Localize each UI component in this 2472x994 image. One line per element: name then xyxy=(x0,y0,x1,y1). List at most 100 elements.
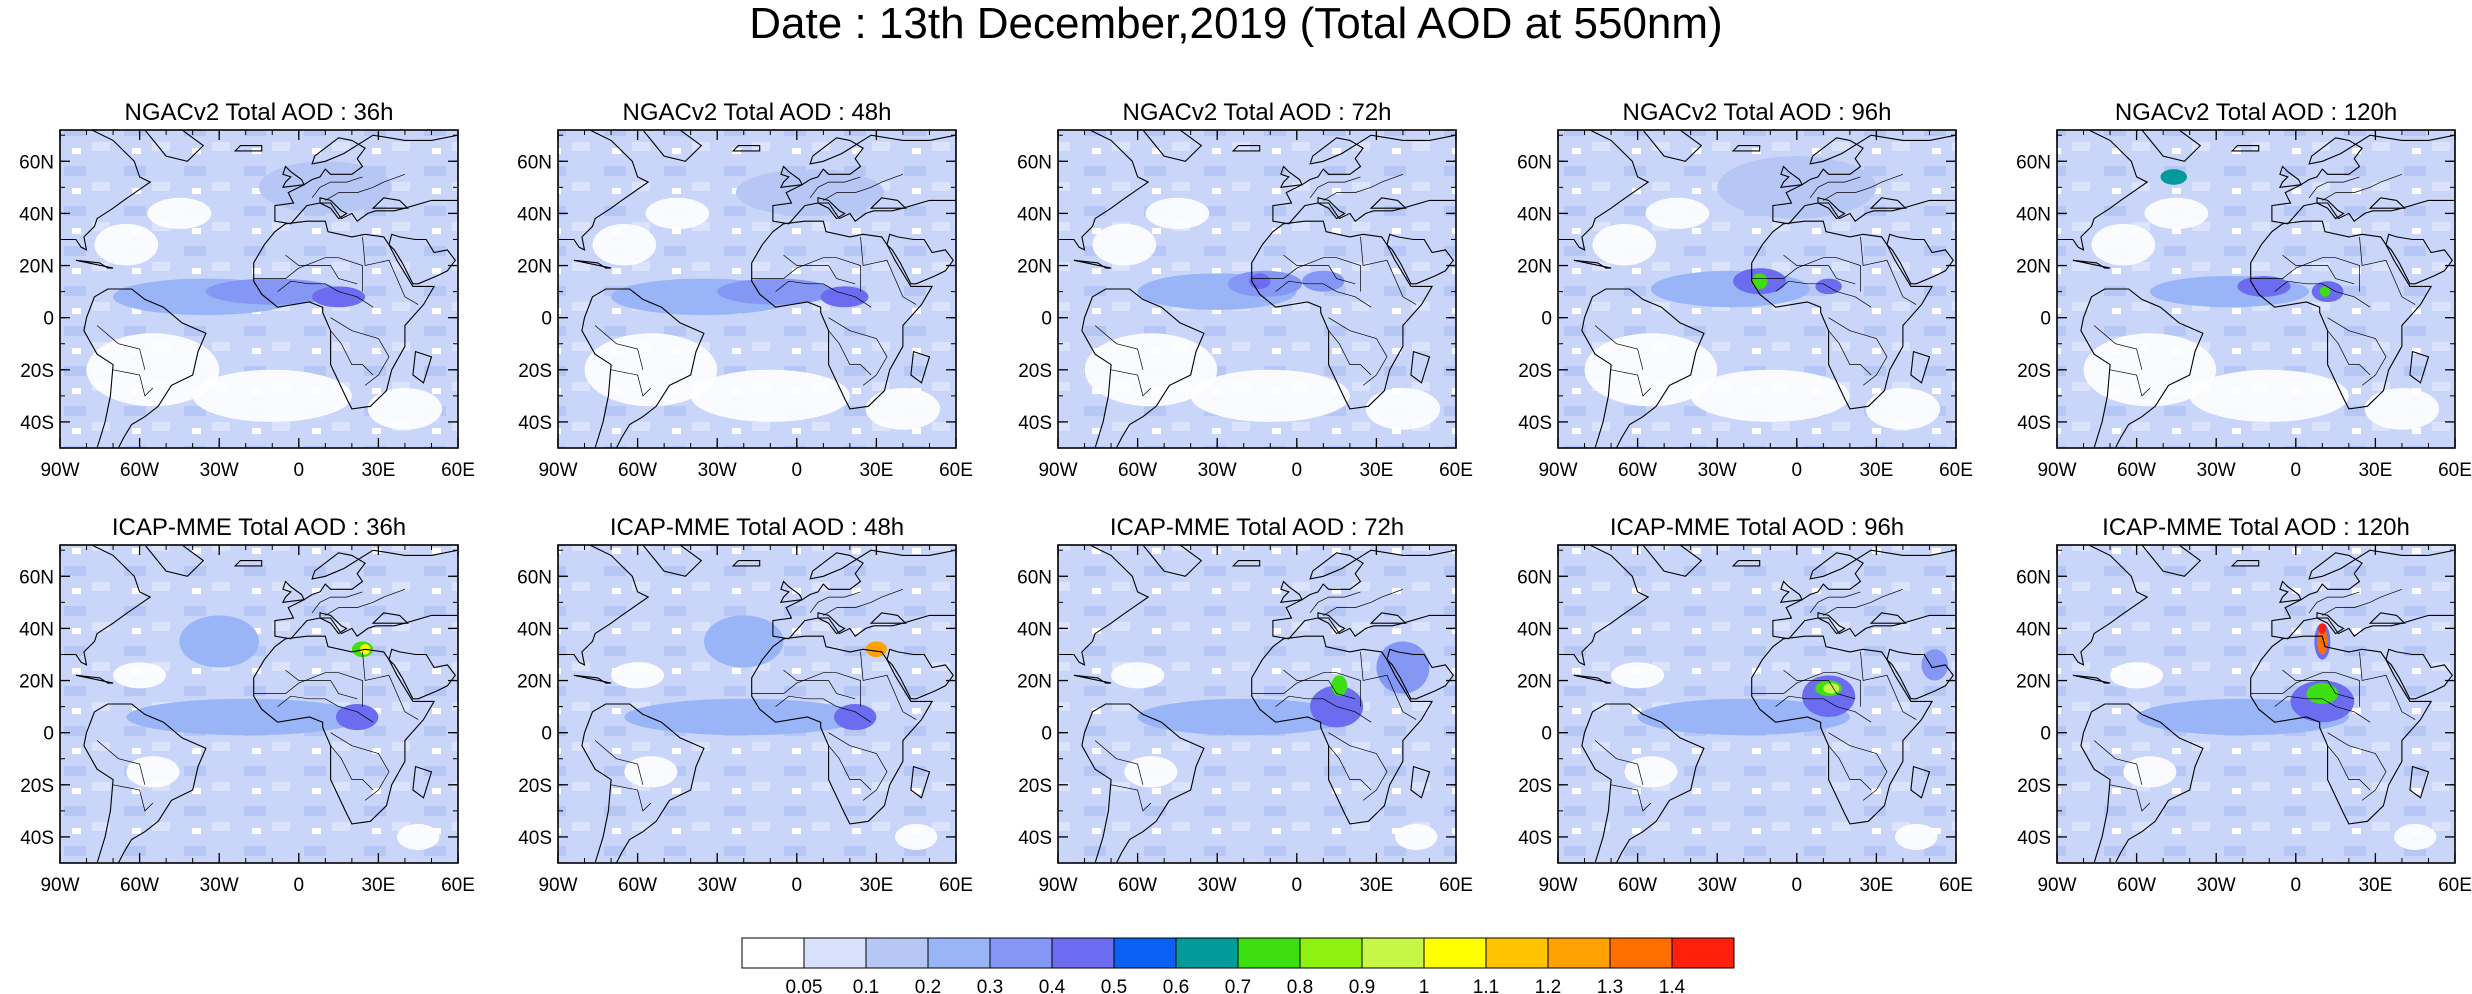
lat-tick-label: 0 xyxy=(2040,309,2051,330)
lat-tick-label: 20S xyxy=(2017,361,2051,382)
lat-tick-label: 20S xyxy=(1518,776,1552,797)
panel-frame xyxy=(1557,544,1957,864)
lat-tick-label: 20N xyxy=(19,257,54,278)
panel-frame xyxy=(557,129,957,449)
colorbar-swatch xyxy=(1237,937,1301,969)
lat-tick-label: 20S xyxy=(20,776,54,797)
lat-tick-label: 60N xyxy=(19,152,54,173)
panel-frame xyxy=(557,544,957,864)
lon-tick-label: 30W xyxy=(698,875,737,896)
lon-tick-label: 30E xyxy=(859,460,893,481)
lat-tick-label: 60N xyxy=(1017,152,1052,173)
aod-blob xyxy=(205,278,339,305)
lat-tick-label: 20S xyxy=(2017,776,2051,797)
lat-tick-label: 40S xyxy=(2017,828,2051,849)
map-panel: ICAP-MME Total AOD : 48h 90W 60W 30W 0 30E 60E… xyxy=(517,514,973,896)
lat-tick-label: 0 xyxy=(2040,724,2051,745)
colorbar-swatch xyxy=(989,937,1053,969)
lon-tick-label: 60W xyxy=(2117,875,2156,896)
lat-tick-label: 20N xyxy=(19,672,54,693)
lat-tick-label: 0 xyxy=(1541,724,1552,745)
panel-title: NGACv2 Total AOD : 48h xyxy=(622,99,891,126)
lon-tick-label: 60W xyxy=(1118,460,1157,481)
lon-tick-label: 90W xyxy=(2037,875,2076,896)
lon-tick-label: 90W xyxy=(1538,875,1577,896)
lon-tick-label: 0 xyxy=(1292,875,1303,896)
aod-blob xyxy=(335,704,379,731)
colorbar-label: 0.1 xyxy=(853,977,879,994)
lat-tick-label: 60N xyxy=(517,567,552,588)
colorbar-label: 0.7 xyxy=(1225,977,1251,994)
colorbar: 0.05 0.1 0.2 0.3 0.4 0.5 0.6 0.7 0.8 0.9 1 1.1 1.2 1.… xyxy=(741,937,1735,994)
lon-tick-label: 60W xyxy=(1618,460,1657,481)
lat-tick-label: 40N xyxy=(2016,619,2051,640)
lat-tick-label: 20N xyxy=(517,672,552,693)
lon-tick-label: 30W xyxy=(1698,460,1737,481)
coastlines xyxy=(2057,130,2455,448)
lon-tick-label: 60E xyxy=(1939,875,1973,896)
map-panel: NGACv2 Total AOD : 120h 90W 60W 30W 0 30E 60E 6… xyxy=(2016,99,2472,481)
lat-tick-label: 40N xyxy=(19,204,54,225)
lon-tick-label: 0 xyxy=(294,875,305,896)
colorbar-label: 1.1 xyxy=(1473,977,1499,994)
aod-blob xyxy=(865,641,888,658)
panel-title: NGACv2 Total AOD : 36h xyxy=(124,99,393,126)
colorbar-swatch xyxy=(1051,937,1115,969)
lon-tick-label: 30E xyxy=(1859,460,1893,481)
colorbar-label: 1 xyxy=(1419,977,1430,994)
panel-title: ICAP-MME Total AOD : 72h xyxy=(1110,514,1404,541)
lon-tick-label: 30W xyxy=(200,460,239,481)
lon-tick-label: 60W xyxy=(120,875,159,896)
aod-blob xyxy=(735,169,885,217)
lat-tick-label: 40S xyxy=(2017,413,2051,434)
lon-tick-label: 90W xyxy=(2037,460,2076,481)
lat-tick-label: 20N xyxy=(1517,672,1552,693)
lat-tick-label: 20S xyxy=(1018,776,1052,797)
colorbar-swatch xyxy=(927,937,991,969)
lon-tick-label: 0 xyxy=(792,460,803,481)
map-panel: ICAP-MME Total AOD : 120h 90W 60W 30W 0 30E 60… xyxy=(2016,514,2472,896)
aod-blob xyxy=(1302,270,1345,292)
panel-frame xyxy=(1057,129,1457,449)
lat-tick-label: 40N xyxy=(1517,619,1552,640)
colorbar-swatch xyxy=(1113,937,1177,969)
lon-tick-label: 30E xyxy=(2358,875,2392,896)
map-panel: ICAP-MME Total AOD : 72h 90W 60W 30W 0 30E 60E… xyxy=(1017,514,1473,896)
aod-blob xyxy=(717,278,834,305)
figure-title: Date : 13th December,2019 (Total AOD at … xyxy=(749,0,1723,48)
lat-tick-label: 20S xyxy=(1518,361,1552,382)
colorbar-swatch xyxy=(865,937,929,969)
colorbar-label: 1.3 xyxy=(1597,977,1623,994)
panel-title: ICAP-MME Total AOD : 96h xyxy=(1610,514,1904,541)
lat-tick-label: 60N xyxy=(1517,567,1552,588)
panel-title: ICAP-MME Total AOD : 120h xyxy=(2102,514,2410,541)
aod-blob xyxy=(703,615,784,668)
lat-tick-label: 40S xyxy=(20,413,54,434)
lon-tick-label: 60E xyxy=(2438,875,2472,896)
lat-tick-label: 0 xyxy=(541,309,552,330)
lat-tick-label: 40N xyxy=(19,619,54,640)
lon-tick-label: 60W xyxy=(1618,875,1657,896)
lat-tick-label: 0 xyxy=(43,724,54,745)
colorbar-label: 0.4 xyxy=(1039,977,1066,994)
lat-tick-label: 60N xyxy=(1517,152,1552,173)
lat-tick-label: 40S xyxy=(1518,828,1552,849)
coastlines xyxy=(558,545,956,863)
map-panel: NGACv2 Total AOD : 72h 90W 60W 30W 0 30E 60E 60… xyxy=(1017,99,1473,481)
lat-tick-label: 40S xyxy=(1518,413,1552,434)
lon-tick-label: 60W xyxy=(618,875,657,896)
lon-tick-label: 60E xyxy=(1439,460,1473,481)
lat-tick-label: 60N xyxy=(2016,567,2051,588)
lon-tick-label: 30W xyxy=(1198,460,1237,481)
lon-tick-label: 30E xyxy=(361,460,395,481)
lon-tick-label: 60E xyxy=(2438,460,2472,481)
colorbar-label: 0.3 xyxy=(977,977,1003,994)
panel-title: NGACv2 Total AOD : 120h xyxy=(2115,99,2397,126)
panel-title: ICAP-MME Total AOD : 36h xyxy=(112,514,406,541)
lon-tick-label: 30W xyxy=(698,460,737,481)
aod-blob xyxy=(820,286,869,308)
lat-tick-label: 20N xyxy=(2016,672,2051,693)
lon-tick-label: 60W xyxy=(120,460,159,481)
lon-tick-label: 30W xyxy=(200,875,239,896)
